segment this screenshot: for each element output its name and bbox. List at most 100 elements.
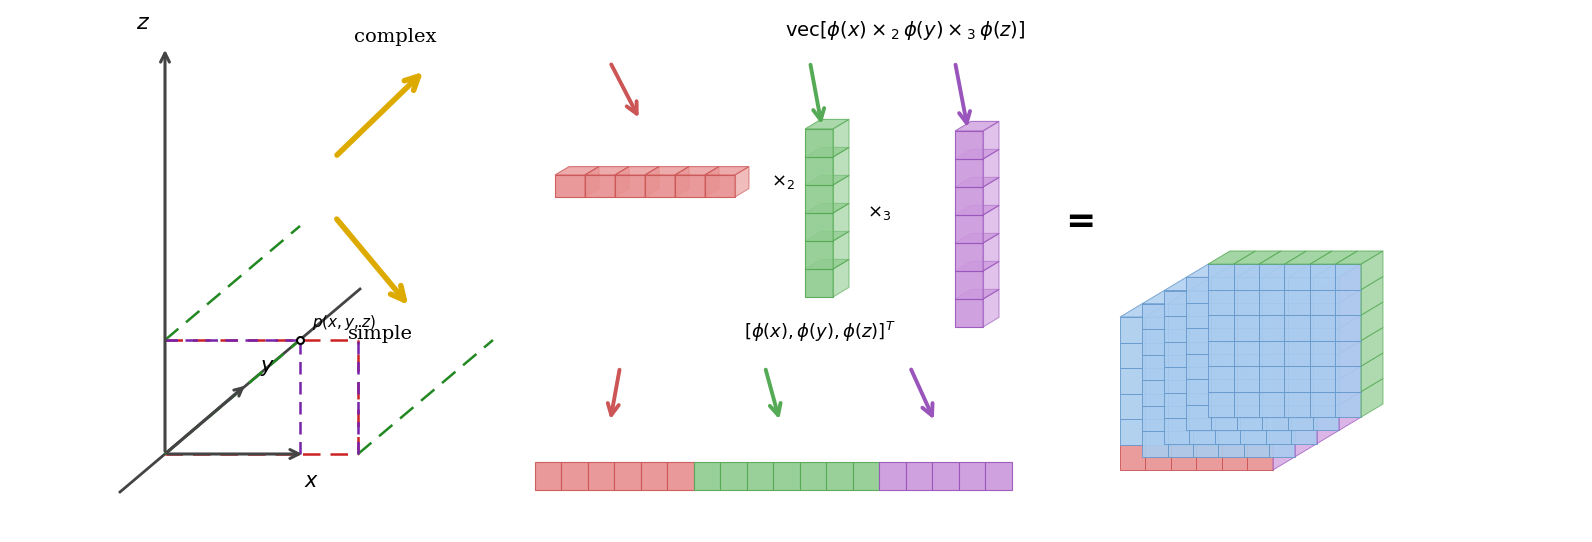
Polygon shape <box>1313 379 1339 405</box>
Polygon shape <box>1288 303 1313 328</box>
Polygon shape <box>1237 354 1262 379</box>
Polygon shape <box>1146 393 1172 419</box>
Polygon shape <box>1237 303 1262 328</box>
Polygon shape <box>1361 353 1383 392</box>
Polygon shape <box>1248 393 1274 419</box>
Polygon shape <box>1313 405 1339 430</box>
Polygon shape <box>1336 366 1361 392</box>
Polygon shape <box>1274 304 1294 343</box>
Polygon shape <box>1218 355 1243 380</box>
Polygon shape <box>1212 303 1237 328</box>
Polygon shape <box>1269 355 1294 380</box>
Polygon shape <box>1218 304 1243 330</box>
Polygon shape <box>1243 406 1269 431</box>
Polygon shape <box>615 166 629 197</box>
Polygon shape <box>1141 431 1167 457</box>
Polygon shape <box>1339 315 1361 354</box>
Polygon shape <box>1212 354 1237 379</box>
Polygon shape <box>833 176 849 213</box>
Polygon shape <box>584 166 629 175</box>
Polygon shape <box>1266 418 1291 443</box>
Polygon shape <box>1223 368 1248 393</box>
Polygon shape <box>1121 444 1146 470</box>
Polygon shape <box>1339 366 1361 405</box>
Polygon shape <box>982 289 1000 327</box>
Polygon shape <box>806 260 849 269</box>
Polygon shape <box>1294 341 1317 380</box>
Polygon shape <box>955 205 1000 215</box>
Polygon shape <box>1121 368 1146 393</box>
Polygon shape <box>1164 316 1189 341</box>
Polygon shape <box>955 150 1000 159</box>
Polygon shape <box>1240 316 1266 341</box>
Polygon shape <box>1288 379 1313 405</box>
Polygon shape <box>556 175 584 197</box>
Polygon shape <box>1167 291 1215 304</box>
Polygon shape <box>1197 444 1223 470</box>
Polygon shape <box>1223 393 1248 419</box>
Polygon shape <box>1240 341 1266 367</box>
Polygon shape <box>1186 303 1212 328</box>
Polygon shape <box>1269 431 1294 457</box>
Polygon shape <box>1197 317 1223 343</box>
Polygon shape <box>982 261 1000 299</box>
Polygon shape <box>1336 290 1361 315</box>
Polygon shape <box>1339 392 1361 430</box>
Polygon shape <box>736 166 748 197</box>
Polygon shape <box>1215 392 1240 418</box>
Polygon shape <box>1192 330 1218 355</box>
Polygon shape <box>853 462 879 490</box>
Polygon shape <box>1259 290 1285 315</box>
Polygon shape <box>1212 278 1237 303</box>
Text: complex: complex <box>353 28 436 46</box>
Polygon shape <box>1266 367 1291 392</box>
Polygon shape <box>645 166 689 175</box>
Polygon shape <box>806 269 833 297</box>
Polygon shape <box>1234 315 1259 341</box>
Polygon shape <box>1266 392 1291 418</box>
Polygon shape <box>1262 328 1288 354</box>
Polygon shape <box>1310 366 1336 392</box>
Polygon shape <box>1172 343 1197 368</box>
Polygon shape <box>1141 330 1167 355</box>
Polygon shape <box>801 462 826 490</box>
Polygon shape <box>982 177 1000 215</box>
Polygon shape <box>1313 354 1339 379</box>
Polygon shape <box>826 462 853 490</box>
Polygon shape <box>955 177 1000 187</box>
Polygon shape <box>1294 291 1317 330</box>
Polygon shape <box>1192 431 1218 457</box>
Polygon shape <box>1269 330 1294 355</box>
Polygon shape <box>1259 251 1307 264</box>
Polygon shape <box>1269 291 1317 304</box>
Polygon shape <box>1167 431 1192 457</box>
Polygon shape <box>747 462 774 490</box>
Polygon shape <box>705 166 748 175</box>
Polygon shape <box>1197 393 1223 419</box>
Text: $p(x,y,z)$: $p(x,y,z)$ <box>312 313 376 332</box>
Polygon shape <box>1294 367 1317 406</box>
Polygon shape <box>1310 341 1336 366</box>
Text: $y$: $y$ <box>259 358 275 378</box>
Polygon shape <box>1141 355 1167 380</box>
Polygon shape <box>1288 354 1313 379</box>
Polygon shape <box>1189 367 1215 392</box>
Polygon shape <box>1248 304 1294 317</box>
Polygon shape <box>1262 264 1310 278</box>
Polygon shape <box>955 215 982 243</box>
Polygon shape <box>1189 278 1237 291</box>
Polygon shape <box>1259 366 1285 392</box>
Polygon shape <box>1259 264 1285 290</box>
Polygon shape <box>1189 316 1215 341</box>
Polygon shape <box>985 462 1013 490</box>
Polygon shape <box>584 166 599 197</box>
Polygon shape <box>1243 330 1269 355</box>
Polygon shape <box>1248 317 1274 343</box>
Polygon shape <box>982 234 1000 271</box>
Polygon shape <box>1121 419 1146 444</box>
Polygon shape <box>1215 341 1240 367</box>
Polygon shape <box>1237 379 1262 405</box>
Polygon shape <box>806 231 849 241</box>
Polygon shape <box>982 121 1000 159</box>
Polygon shape <box>1146 419 1172 444</box>
